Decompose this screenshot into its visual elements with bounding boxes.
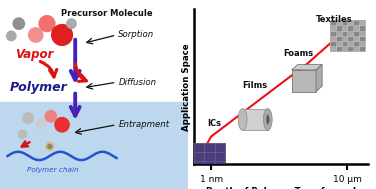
Bar — [336, 31, 342, 36]
Bar — [359, 41, 365, 46]
X-axis label: Depth of Polymer Transformed: Depth of Polymer Transformed — [206, 187, 356, 189]
Circle shape — [45, 111, 56, 122]
Ellipse shape — [263, 109, 272, 130]
Text: Foams: Foams — [283, 49, 313, 58]
Text: Polymer chain: Polymer chain — [27, 167, 79, 173]
Bar — [347, 31, 353, 36]
Circle shape — [48, 144, 52, 149]
Text: ICs: ICs — [208, 119, 221, 128]
Circle shape — [46, 142, 54, 151]
Circle shape — [67, 19, 76, 28]
Bar — [342, 36, 347, 41]
Text: Precursor Molecule: Precursor Molecule — [61, 9, 153, 18]
Circle shape — [13, 18, 24, 29]
Ellipse shape — [238, 109, 247, 130]
Bar — [330, 26, 336, 31]
Bar — [0, 102, 188, 189]
Circle shape — [29, 28, 43, 42]
Bar — [330, 20, 365, 51]
Polygon shape — [316, 64, 322, 92]
Text: Diffusion: Diffusion — [118, 78, 156, 87]
Text: Sorption: Sorption — [118, 30, 155, 40]
Bar — [353, 46, 359, 51]
Polygon shape — [291, 64, 322, 70]
Bar — [342, 46, 347, 51]
Bar — [353, 26, 359, 31]
Circle shape — [39, 16, 55, 32]
Bar — [347, 20, 353, 26]
Bar — [194, 143, 225, 171]
Circle shape — [52, 25, 73, 45]
Bar — [359, 31, 365, 36]
Y-axis label: Application Space: Application Space — [182, 43, 191, 131]
Bar — [336, 41, 342, 46]
Text: Films: Films — [243, 81, 268, 91]
Bar — [330, 46, 336, 51]
Bar — [336, 20, 342, 26]
Text: Entrapment: Entrapment — [118, 120, 170, 129]
Text: Vapor: Vapor — [15, 48, 53, 61]
Circle shape — [55, 118, 69, 132]
Bar — [243, 109, 268, 130]
Bar — [347, 41, 353, 46]
Ellipse shape — [266, 115, 269, 124]
Bar — [359, 20, 365, 26]
Bar — [342, 26, 347, 31]
Circle shape — [18, 130, 27, 138]
Bar — [0, 0, 188, 102]
Text: Polymer: Polymer — [9, 81, 67, 94]
Bar — [330, 36, 336, 41]
Bar — [353, 36, 359, 41]
Circle shape — [6, 31, 16, 41]
Circle shape — [23, 113, 33, 123]
Bar — [291, 70, 316, 92]
Circle shape — [36, 119, 46, 129]
Text: Textiles: Textiles — [316, 15, 353, 24]
